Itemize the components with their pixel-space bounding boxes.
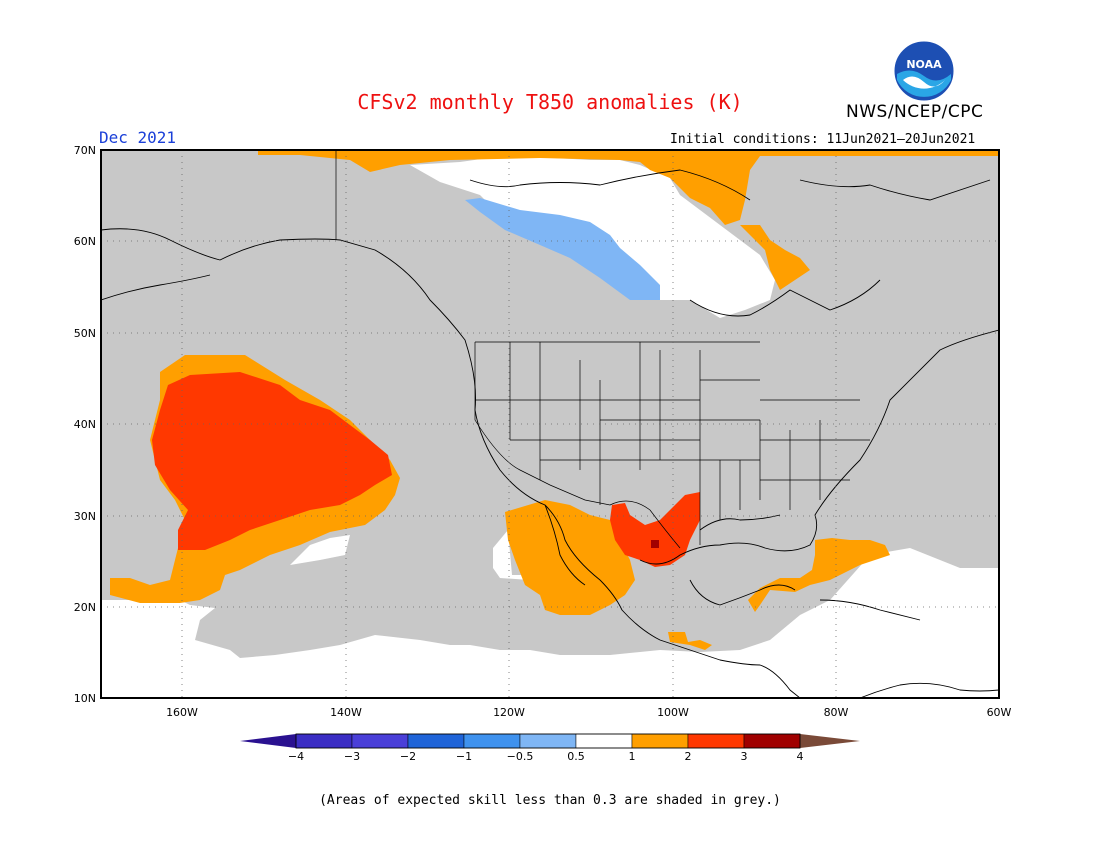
lat-label: 40N <box>74 418 96 431</box>
colorbar-right-arrow <box>800 734 860 748</box>
agency-label: NWS/NCEP/CPC <box>846 102 984 122</box>
colorbar-label: −2 <box>400 750 416 763</box>
warm-anomaly-labrador <box>740 225 810 290</box>
cold-anomaly-canada <box>465 198 660 300</box>
colorbar-labels: −4 −3 −2 −1 −0.5 0.5 1 2 3 4 <box>288 750 804 763</box>
longitude-labels: 160W 140W 120W 100W 80W 60W <box>166 706 1011 719</box>
lat-label: 60N <box>74 235 96 248</box>
neutral-region-baja <box>493 530 530 580</box>
colorbar-label: −0.5 <box>507 750 534 763</box>
lon-label: 120W <box>493 706 525 719</box>
colorbar-label: 0.5 <box>567 750 585 763</box>
colorbar-outline <box>295 733 801 749</box>
lat-label: 10N <box>74 692 96 705</box>
colorbar-label: 2 <box>685 750 692 763</box>
forecast-month: Dec 2021 <box>99 128 177 147</box>
political-borders <box>335 150 870 549</box>
map-body <box>101 150 999 698</box>
colorbar-cell <box>407 733 465 749</box>
lon-label: 80W <box>824 706 849 719</box>
coastlines <box>101 169 999 698</box>
map-frame <box>100 149 1000 699</box>
colorbar-cell <box>351 733 409 749</box>
lat-label: 70N <box>74 144 96 157</box>
warm-anomaly-arctic <box>258 150 999 225</box>
warm-anomaly-texas <box>610 492 700 567</box>
warm-anomaly-mexico <box>505 500 635 615</box>
lat-label: 50N <box>74 327 96 340</box>
colorbar-label: 1 <box>629 750 636 763</box>
initial-conditions: Initial conditions: 11Jun2021–20Jun2021 <box>670 132 976 147</box>
colorbar-cell <box>631 733 689 749</box>
colorbar-label: −1 <box>456 750 472 763</box>
strong-warm-anomaly-cell <box>651 540 659 548</box>
neutral-region-south-pacific <box>101 548 999 698</box>
lon-label: 100W <box>657 706 689 719</box>
colorbar-cell <box>575 733 633 749</box>
colorbar-cells <box>295 733 801 749</box>
colorbar-cell <box>519 733 577 749</box>
noaa-logo: NOAA <box>893 40 955 102</box>
warm-anomaly-caribbean <box>748 538 890 612</box>
colorbar-label: −3 <box>344 750 360 763</box>
colorbar-cell <box>743 733 801 749</box>
lat-label: 20N <box>74 601 96 614</box>
colorbar-cell <box>295 733 353 749</box>
colorbar-legend: −4 −3 −2 −1 −0.5 0.5 1 2 3 4 <box>240 733 860 763</box>
warm-anomaly-pacific-core <box>152 372 392 550</box>
graticule <box>101 150 999 698</box>
colorbar-label: 3 <box>741 750 748 763</box>
latitude-labels: 70N 60N 50N 40N 30N 20N 10N <box>74 144 96 705</box>
lon-label: 160W <box>166 706 198 719</box>
neutral-region-pacific <box>290 535 350 565</box>
lon-label: 140W <box>330 706 362 719</box>
colorbar-cell <box>687 733 745 749</box>
colorbar-cell <box>463 733 521 749</box>
warm-anomaly-central-america <box>668 632 712 650</box>
skill-footnote: (Areas of expected skill less than 0.3 a… <box>319 793 781 808</box>
lat-label: 30N <box>74 510 96 523</box>
colorbar-left-arrow <box>240 734 296 748</box>
noaa-logo-text: NOAA <box>906 58 942 71</box>
map-title: CFSv2 monthly T850 anomalies (K) <box>357 90 743 114</box>
lon-label: 60W <box>987 706 1012 719</box>
colorbar-label: −4 <box>288 750 304 763</box>
colorbar-label: 4 <box>797 750 804 763</box>
